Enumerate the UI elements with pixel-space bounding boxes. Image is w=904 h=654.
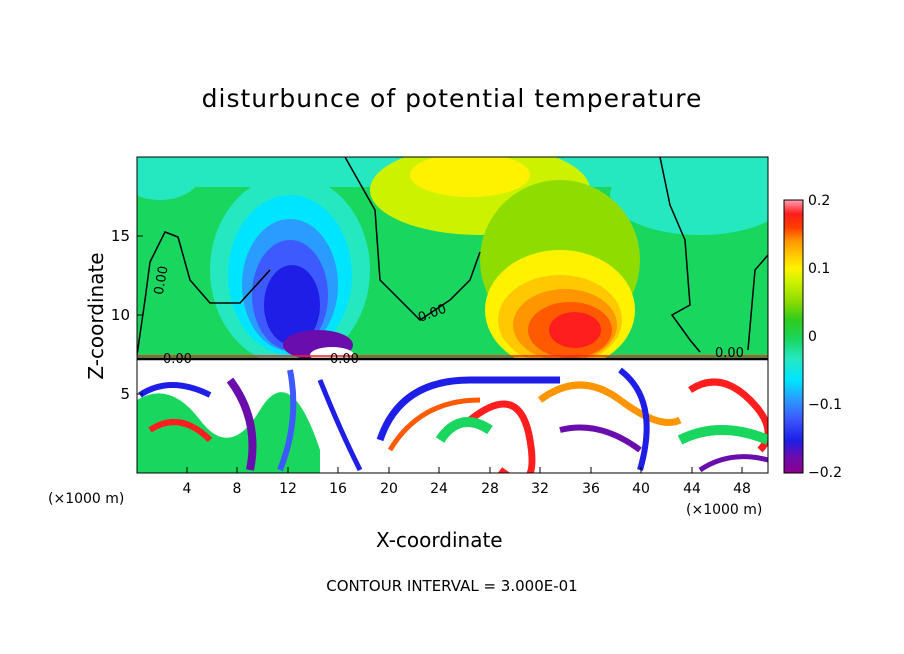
x-unit-label-right: (×1000 m): [686, 502, 763, 518]
colorbar-tick-label: 0: [808, 329, 817, 345]
colorbar-tick-label: −0.2: [808, 465, 842, 481]
colorbar: [784, 200, 803, 473]
x-tick-label: 24: [430, 481, 448, 497]
x-tick-label: 4: [182, 481, 192, 497]
colorbar-tick-label: 0.2: [808, 193, 831, 209]
x-tick-label: 40: [632, 481, 650, 497]
y-axis-label: Z-coordinate: [84, 252, 108, 380]
x-tick-label: 20: [380, 481, 398, 497]
heatmap-field: [137, 157, 768, 473]
contour-label: 0.00: [152, 265, 172, 296]
chart-title: disturbunce of potential temperature: [201, 84, 703, 113]
x-tick-label: 36: [582, 481, 600, 497]
x-tick-label: 8: [232, 481, 242, 497]
contour-interval-note: CONTOUR INTERVAL = 3.000E-01: [326, 577, 578, 595]
contour-label: 0.00: [330, 352, 359, 367]
colorbar-frame: [783, 199, 804, 474]
x-tick-label: 16: [329, 481, 347, 497]
y-tick-label: 5: [120, 385, 130, 403]
x-tick-label: 48: [733, 481, 751, 497]
y-tick-label: 10: [110, 306, 130, 324]
x-tick-label: 44: [683, 481, 701, 497]
x-tick-label: 12: [279, 481, 297, 497]
x-axis-label: X-coordinate: [376, 528, 503, 552]
contour-label: 0.00: [163, 352, 192, 367]
colorbar-tick-label: 0.1: [808, 261, 831, 277]
x-tick-marks: [186, 467, 743, 473]
x-tick-label: 32: [531, 481, 549, 497]
x-unit-label-left: (×1000 m): [48, 491, 125, 507]
y-tick-label: 15: [110, 227, 130, 245]
colorbar-tick-label: −0.1: [808, 397, 842, 413]
x-tick-label: 28: [481, 481, 499, 497]
contour-label: 0.00: [715, 346, 744, 361]
y-tick-marks: [137, 235, 143, 395]
